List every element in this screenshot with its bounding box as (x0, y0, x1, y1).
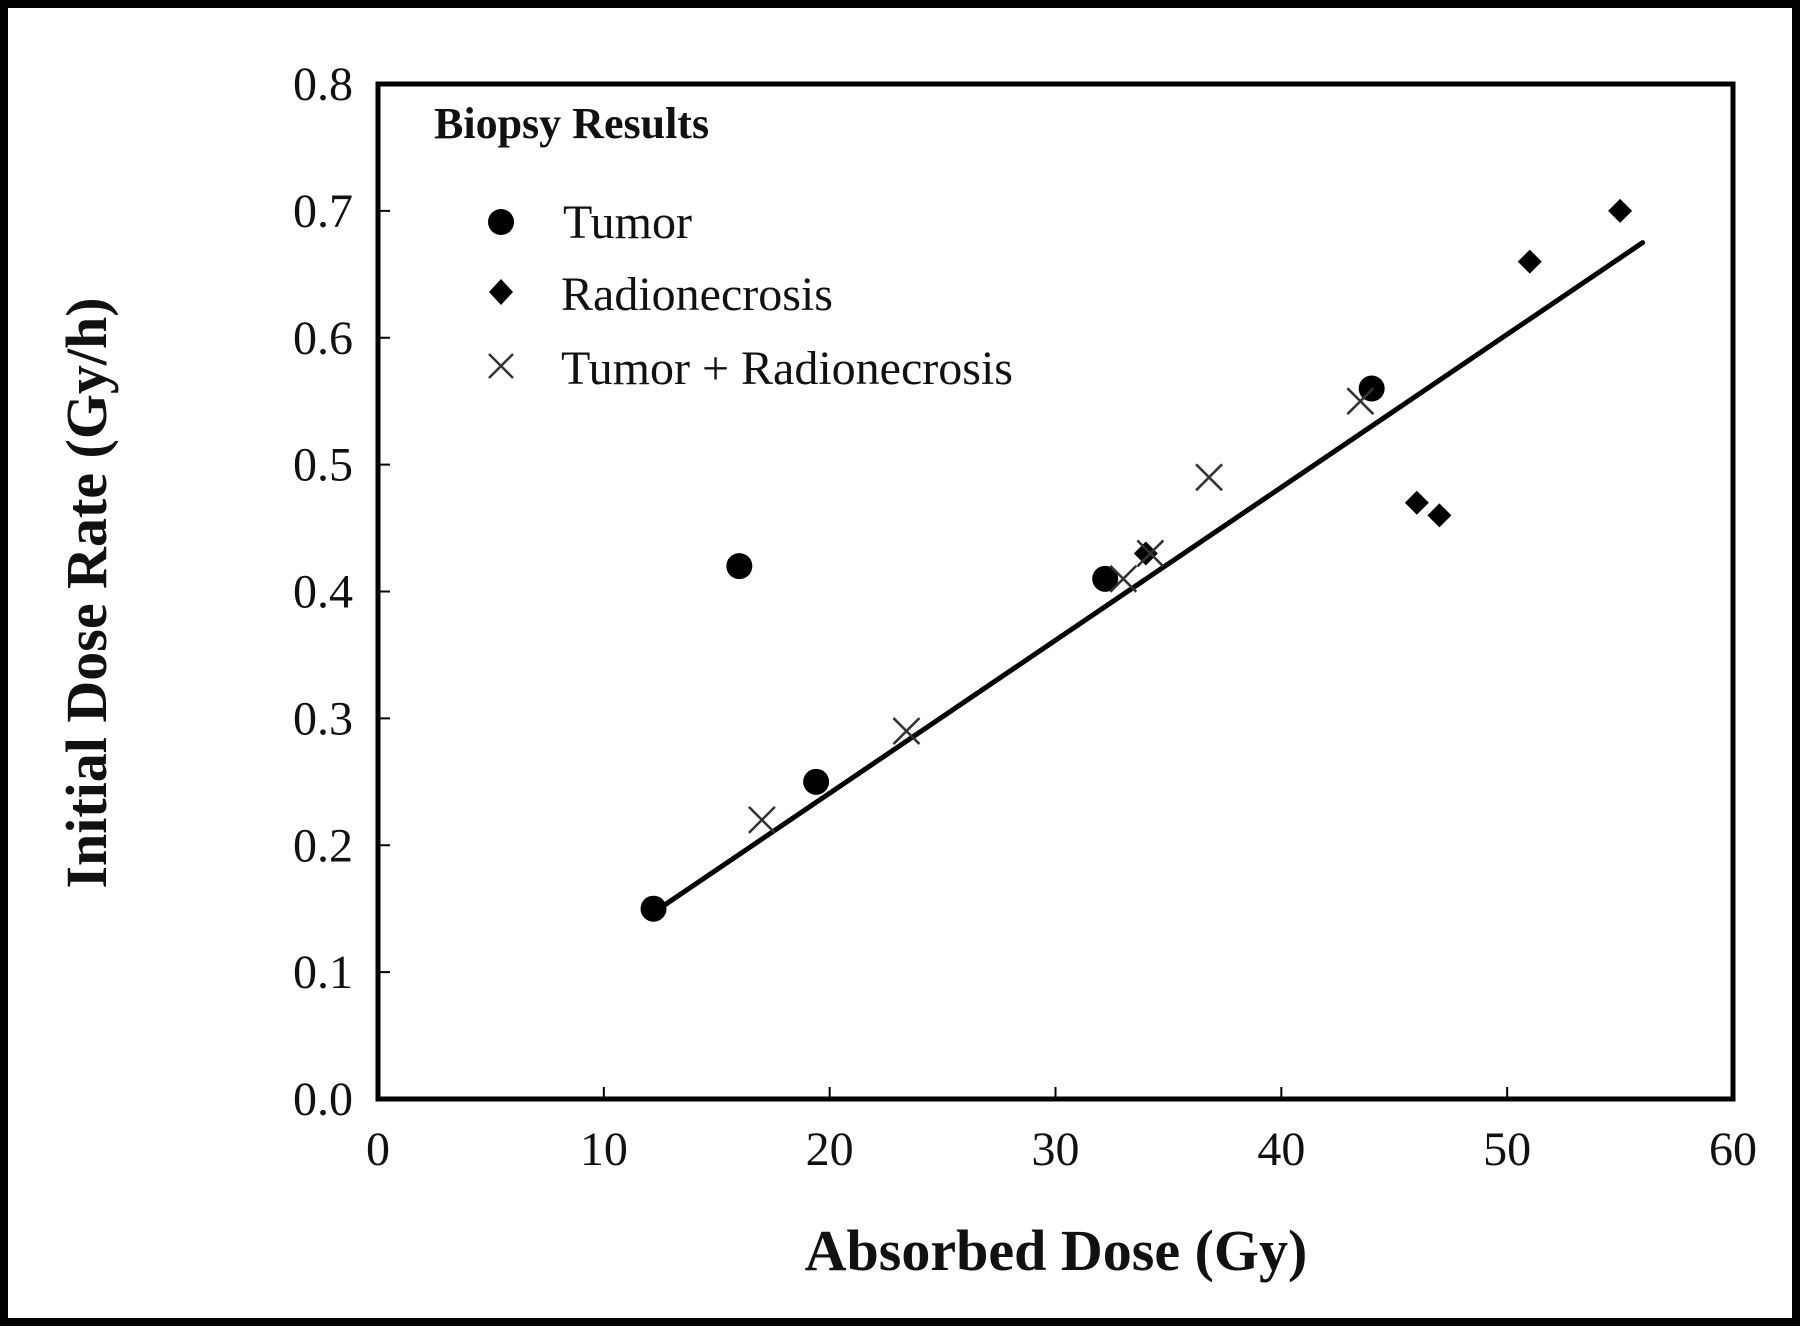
radionecrosis-point (1133, 541, 1158, 566)
tumor-point (726, 553, 753, 580)
plot-area-border (375, 81, 1736, 1102)
legend-marker-tumor-radionecrosis (488, 353, 514, 379)
legend-marker-radionecrosis (489, 279, 513, 305)
radionecrosis-point (1427, 503, 1452, 528)
x-axis-ticks: 0 10 20 30 40 50 60 (366, 1087, 1757, 1176)
radionecrosis-point (1517, 249, 1542, 274)
scatter-chart: 0.0 0.1 0.2 0.3 0.4 0.5 0.6 0.7 0.8 0 10 20 30 40 50 6… (54, 58, 1757, 1283)
tumor-radionecrosis-point (1109, 564, 1138, 593)
tumor-radionecrosis-point (1346, 387, 1375, 416)
tumor-radionecrosis-point (892, 717, 921, 745)
x-tick-label: 50 (1483, 1123, 1531, 1176)
x-tick-label: 10 (580, 1123, 628, 1176)
tumor-point (1092, 565, 1119, 592)
y-tick-label: 0.4 (293, 566, 353, 619)
x-tick-label: 20 (806, 1123, 854, 1176)
legend-marker-tumor (488, 209, 514, 235)
y-axis-title: Initial Dose Rate (Gy/h) (54, 297, 119, 888)
y-tick-label: 0.0 (293, 1073, 353, 1126)
y-tick-label: 0.5 (293, 439, 353, 492)
data-points-layer (640, 198, 1633, 922)
radionecrosis-point (1608, 198, 1633, 223)
legend-title: Biopsy Results (434, 99, 709, 148)
y-tick-label: 0.3 (293, 692, 353, 745)
y-tick-label: 0.7 (293, 185, 353, 238)
y-tick-label: 0.1 (293, 946, 353, 999)
y-tick-label: 0.6 (293, 312, 353, 365)
x-tick-label: 30 (1032, 1123, 1080, 1176)
radionecrosis-point (1404, 490, 1429, 515)
x-tick-label: 40 (1257, 1123, 1305, 1176)
tumor-point (640, 895, 667, 922)
y-axis-ticks: 0.0 0.1 0.2 0.3 0.4 0.5 0.6 0.7 0.8 (293, 58, 390, 1126)
legend-label-tumor: Tumor (563, 196, 692, 249)
legend: Biopsy Results Tumor Radionecrosis Tumor… (434, 99, 1013, 395)
x-tick-label: 0 (366, 1123, 390, 1176)
tumor-point (803, 768, 830, 795)
y-tick-label: 0.8 (293, 58, 353, 111)
legend-label-tumor-radionecrosis: Tumor + Radionecrosis (561, 342, 1013, 395)
fit-line-layer (651, 240, 1646, 915)
tumor-radionecrosis-point (1136, 539, 1165, 568)
x-tick-label: 60 (1709, 1123, 1757, 1176)
tumor-radionecrosis-point (1195, 463, 1223, 492)
fit-line (651, 240, 1646, 915)
y-tick-label: 0.2 (293, 819, 353, 872)
legend-label-radionecrosis: Radionecrosis (561, 268, 833, 321)
x-axis-title: Absorbed Dose (Gy) (805, 1218, 1308, 1283)
tumor-radionecrosis-point (748, 805, 776, 834)
